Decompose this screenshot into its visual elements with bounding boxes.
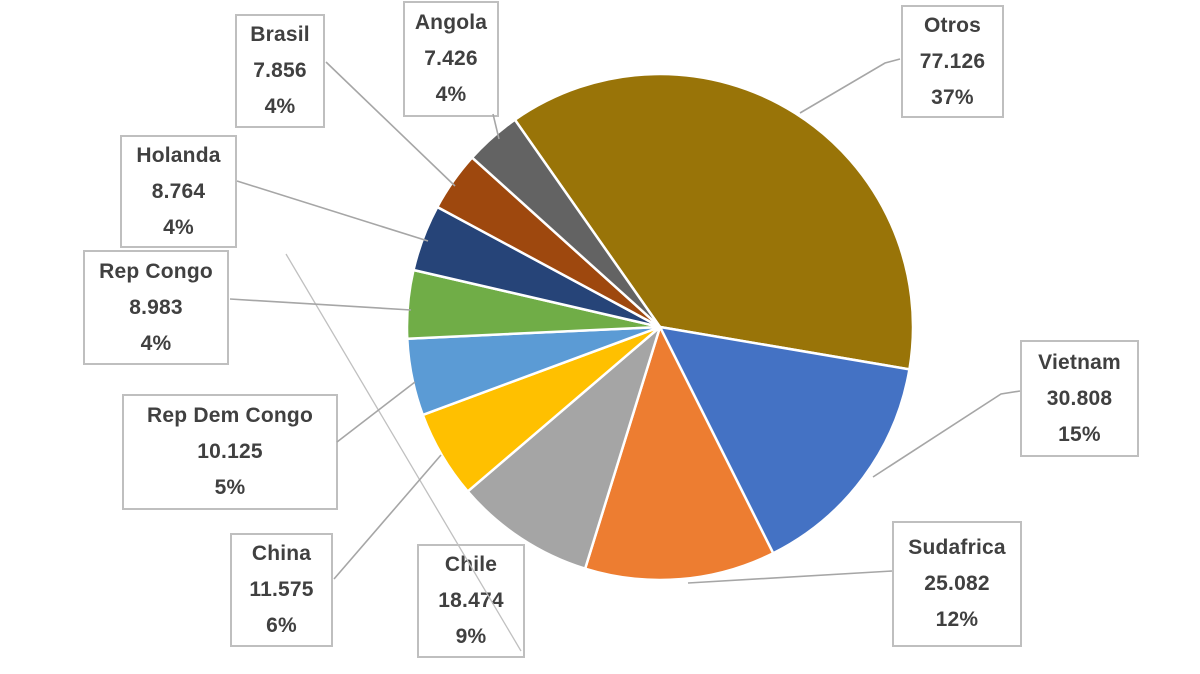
callout-sudafrica-percent: 12%: [935, 608, 979, 631]
callout-vietnam-value: 30.808: [1046, 386, 1113, 410]
callout-holanda-percent: 4%: [163, 215, 194, 239]
callout-angola-percent: 4%: [435, 83, 467, 106]
callout-vietnam-label: Vietnam: [1038, 350, 1121, 374]
callout-chile-value: 18.474: [438, 589, 504, 612]
callout-vietnam-percent: 15%: [1058, 422, 1101, 446]
callout-sudafrica-value: 25.082: [924, 572, 990, 595]
callout-china-percent: 6%: [266, 614, 297, 637]
callout-china-value: 11.575: [249, 578, 314, 601]
callout-brasil-value: 7.856: [253, 59, 307, 82]
callout-brasil-label: Brasil: [250, 23, 310, 46]
pie-slice-otros: [513, 72, 915, 371]
callout-rep-dem-congo-percent: 5%: [214, 476, 246, 499]
callout-holanda-label: Holanda: [136, 143, 221, 167]
callout-otros: Otros 77.126 37%: [901, 5, 1004, 118]
callout-rep-dem-congo-value: 10.125: [197, 440, 263, 463]
callout-china: China 11.575 6%: [230, 533, 333, 647]
callout-brasil: Brasil 7.856 4%: [235, 14, 325, 128]
callout-rep-congo-percent: 4%: [140, 331, 172, 355]
callout-holanda: Holanda 8.764 4%: [120, 135, 237, 248]
callout-vietnam: Vietnam 30.808 15%: [1020, 340, 1139, 457]
callout-chile-label: Chile: [444, 553, 498, 576]
callout-chile-percent: 9%: [455, 625, 487, 648]
callout-rep-dem-congo-label: Rep Dem Congo: [147, 404, 313, 427]
callout-angola: Angola 7.426 4%: [403, 1, 499, 117]
callout-holanda-value: 8.764: [151, 179, 206, 203]
callout-angola-label: Angola: [414, 11, 488, 34]
callout-otros-label: Otros: [923, 13, 981, 37]
callout-rep-dem-congo: Rep Dem Congo 10.125 5%: [122, 394, 338, 510]
pie-slice-sudafrica: [583, 325, 775, 582]
callout-rep-congo-label: Rep Congo: [99, 259, 213, 283]
callout-sudafrica-label: Sudafrica: [908, 536, 1006, 559]
callout-chile: Chile 18.474 9%: [417, 544, 525, 658]
callout-china-label: China: [251, 542, 312, 565]
callout-rep-congo-value: 8.983: [129, 295, 183, 319]
callout-brasil-percent: 4%: [264, 95, 296, 118]
callout-angola-value: 7.426: [424, 47, 478, 70]
callout-otros-value: 77.126: [919, 49, 986, 73]
callout-otros-percent: 37%: [931, 85, 974, 109]
callout-rep-congo: Rep Congo 8.983 4%: [83, 250, 229, 365]
callout-sudafrica: Sudafrica 25.082 12%: [892, 521, 1022, 647]
